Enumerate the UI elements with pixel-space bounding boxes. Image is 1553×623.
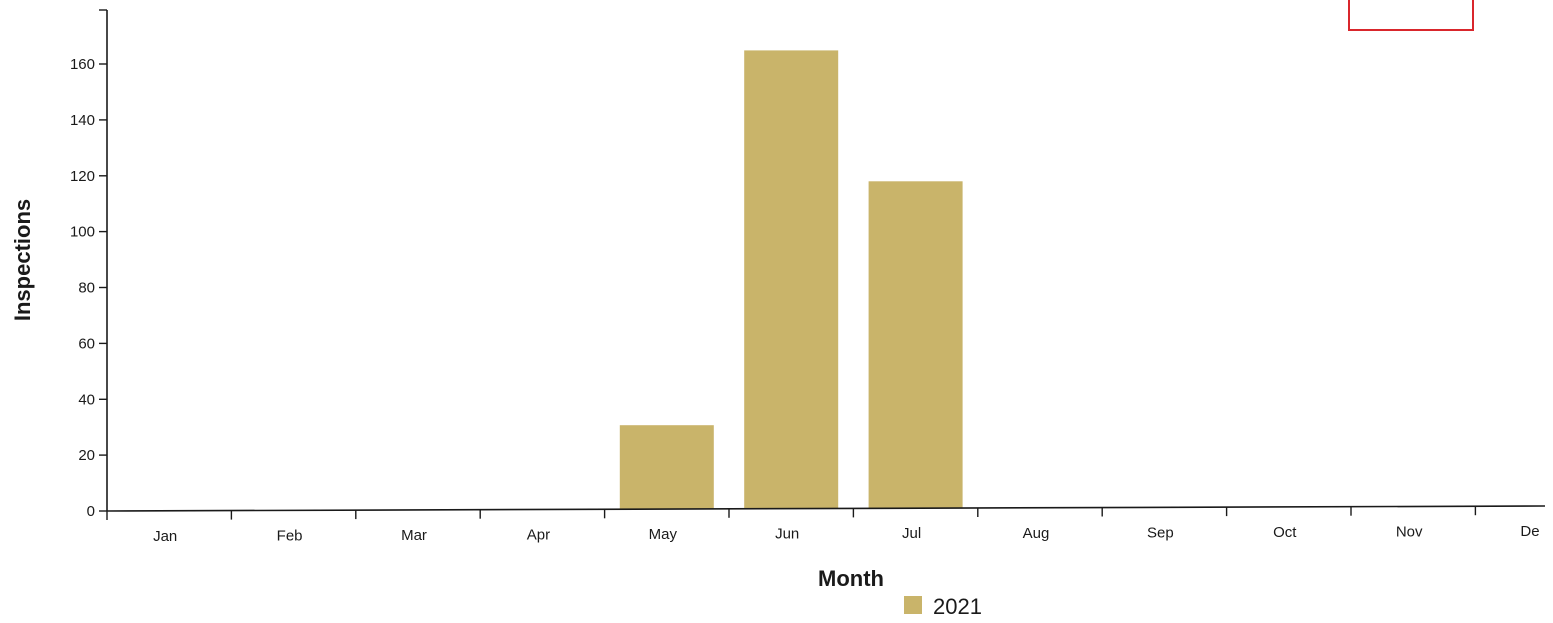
bars-layer	[619, 50, 963, 509]
x-tick-label-feb: Feb	[277, 527, 303, 544]
x-tick-label-nov: Nov	[1396, 524, 1423, 541]
y-tick-label-160: 160	[70, 56, 95, 73]
x-tick-label-oct: Oct	[1273, 524, 1297, 541]
x-tick-label-mar: Mar	[401, 527, 427, 544]
y-tick-label-100: 100	[70, 224, 95, 241]
bar-jun	[744, 50, 839, 509]
x-axis-title: Month	[818, 566, 884, 591]
y-tick-label-60: 60	[78, 335, 95, 352]
bar-jul	[868, 181, 963, 509]
bar-may	[619, 425, 714, 509]
x-tick-label-jul: Jul	[902, 525, 921, 542]
x-tick-label-may: May	[649, 526, 678, 543]
axes-layer	[99, 9, 1546, 520]
legend-swatch-2021	[904, 596, 922, 614]
x-tick-label-apr: Apr	[527, 527, 550, 544]
x-tick-label-aug: Aug	[1023, 525, 1050, 542]
x-tick-label-jan: Jan	[153, 528, 177, 545]
y-tick-label-140: 140	[70, 112, 95, 129]
legend-label-2021: 2021	[933, 594, 982, 619]
annotation-red-box	[1348, 0, 1474, 31]
legend: 2021	[904, 594, 982, 619]
y-tick-label-120: 120	[70, 168, 95, 185]
y-tick-label-80: 80	[78, 280, 95, 297]
x-axis-line	[106, 505, 1546, 512]
y-tick-label-20: 20	[78, 447, 95, 464]
x-tick-label-jun: Jun	[775, 526, 799, 543]
x-tick-label-de: De	[1520, 523, 1539, 540]
x-tick-label-sep: Sep	[1147, 524, 1174, 541]
y-tick-label-40: 40	[78, 391, 95, 408]
labels-layer: 0 20 40 60 80 100 120 140 160 Jan Feb Mar Apr May Jun J…	[10, 56, 1540, 591]
y-tick-label-0: 0	[87, 503, 95, 520]
y-axis-title: Inspections	[10, 199, 35, 321]
